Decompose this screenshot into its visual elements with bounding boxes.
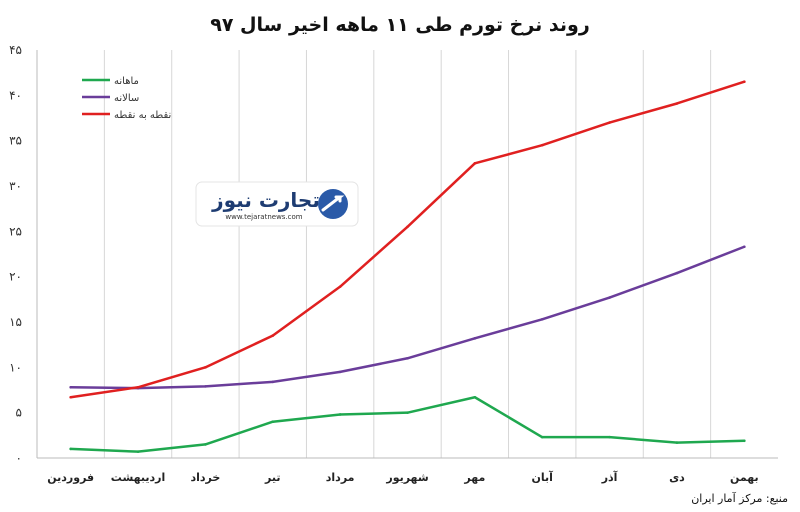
data-point (338, 370, 342, 374)
data-point (271, 420, 275, 424)
data-point (204, 443, 207, 446)
logo-arrow-icon (321, 195, 345, 212)
chart-title: روند نرخ تورم طی ۱۱ ماهه اخیر سال ۹۷ (210, 14, 590, 36)
data-point (204, 366, 207, 369)
y-tick-label: ۲۰ (9, 270, 22, 284)
legend-label: ماهانه (114, 76, 139, 87)
data-point (608, 121, 611, 124)
logo-url: www.tejaratnews.com (225, 213, 302, 221)
data-point (743, 80, 746, 84)
data-point (473, 337, 477, 340)
y-tick-label: ۴۵ (9, 43, 22, 57)
data-point (473, 395, 477, 399)
y-tick-label: ۱۰ (9, 360, 22, 374)
x-tick-label: مهر (463, 471, 485, 484)
logo-box (195, 181, 359, 227)
data-point (204, 385, 207, 388)
y-tick-label: ۱۵ (9, 315, 22, 329)
data-point (406, 411, 409, 414)
x-tick-label: بهمن (730, 471, 759, 484)
data-point (743, 439, 746, 443)
axes (36, 50, 778, 459)
series-lines (69, 80, 746, 453)
x-tick-label: فروردین (47, 471, 94, 484)
data-point (338, 413, 342, 416)
y-tick-label: ۳۵ (9, 134, 22, 148)
y-axis-ticks: ۰ ۵ ۱۰ ۱۵ ۲۰ ۲۵ ۳۰ ۳۵ ۴۰ ۴۵ (9, 43, 22, 465)
data-point (675, 102, 679, 105)
data-point (540, 435, 544, 439)
x-tick-label: مرداد (326, 471, 355, 484)
y-tick-label: ۳۰ (9, 179, 22, 193)
data-point (136, 385, 140, 389)
logo-name: تجارت نیوز (211, 188, 320, 212)
x-tick-label: تیر (264, 471, 280, 484)
x-tick-label: خرداد (190, 471, 220, 484)
grid-lines (103, 50, 712, 458)
y-tick-label: ۰ (16, 451, 22, 465)
legend: ماهانه سالانه نقطه به نقطه (82, 76, 171, 121)
data-point (608, 435, 611, 439)
data-point (406, 225, 409, 229)
data-point (69, 447, 72, 451)
data-point (271, 334, 275, 337)
data-point (69, 395, 72, 399)
y-tick-label: ۵ (16, 406, 22, 420)
data-point (540, 317, 544, 321)
data-point (608, 296, 611, 299)
data-point (675, 441, 679, 444)
x-tick-label: اردیبهشت (111, 471, 165, 484)
watermark-logo: تجارت نیوز www.tejaratnews.com (195, 181, 359, 227)
x-tick-label: شهریور (385, 471, 428, 484)
data-point (743, 245, 746, 249)
x-axis-ticks: فروردین اردیبهشت خرداد تیر مرداد شهریور مهر آبا… (47, 470, 758, 484)
y-tick-label: ۴۰ (9, 88, 22, 102)
data-point (338, 285, 342, 288)
source-note: منبع: مرکز آمار ایران (691, 491, 788, 505)
data-point (675, 271, 679, 275)
data-point (271, 380, 275, 384)
x-tick-label: آذر (601, 470, 618, 484)
data-point (136, 450, 140, 453)
data-point (473, 162, 477, 165)
data-point (540, 143, 544, 147)
y-tick-label: ۲۵ (9, 224, 22, 238)
legend-label: نقطه به نقطه (114, 110, 171, 121)
x-tick-label: دی (669, 471, 685, 484)
legend-label: سالانه (114, 93, 139, 104)
data-point (69, 385, 72, 389)
x-tick-label: آبان (532, 470, 554, 484)
data-point (406, 356, 409, 360)
